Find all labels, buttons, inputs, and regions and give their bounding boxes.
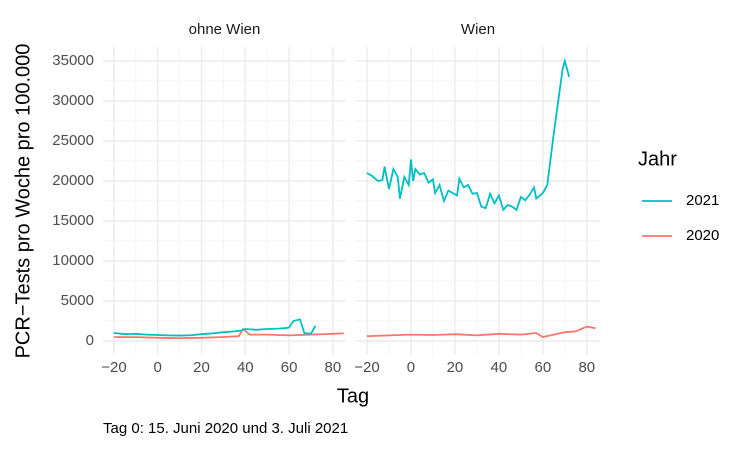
- y-axis-label: PCR−Tests pro Woche pro 100.000: [12, 44, 34, 359]
- x-tick-label: 80: [578, 359, 595, 376]
- y-tick-label: 5000: [61, 292, 94, 309]
- x-tick-label: 20: [447, 359, 464, 376]
- facet-title: ohne Wien: [189, 21, 261, 38]
- legend-title: Jahr: [638, 148, 677, 170]
- x-tick-label: −20: [101, 359, 126, 376]
- x-tick-label: 0: [407, 359, 415, 376]
- x-tick-label: 20: [193, 359, 210, 376]
- y-tick-label: 35000: [52, 52, 94, 69]
- line: [113, 318, 317, 337]
- y-tick-label: 20000: [52, 172, 94, 189]
- x-tick-label: −20: [354, 359, 379, 376]
- x-tick-label: 80: [325, 359, 342, 376]
- y-tick-label: 25000: [52, 132, 94, 149]
- y-tick-label: 15000: [52, 212, 94, 229]
- x-axis-label: Tag: [337, 385, 369, 407]
- x-tick-label: 40: [491, 359, 508, 376]
- line: [366, 325, 596, 338]
- x-tick-label: 40: [237, 359, 254, 376]
- line: [113, 327, 344, 340]
- y-tick-label: 10000: [52, 252, 94, 269]
- legend-label: 2021: [686, 192, 719, 209]
- line: [366, 57, 571, 212]
- legend-label: 2020: [686, 227, 719, 244]
- x-tick-label: 60: [281, 359, 298, 376]
- facet-title: Wien: [461, 21, 495, 38]
- x-tick-label: 60: [535, 359, 552, 376]
- caption: Tag 0: 15. Juni 2020 und 3. Juli 2021: [103, 420, 348, 437]
- y-tick-label: 0: [86, 332, 94, 349]
- y-tick-label: 30000: [52, 92, 94, 109]
- x-tick-label: 0: [154, 359, 162, 376]
